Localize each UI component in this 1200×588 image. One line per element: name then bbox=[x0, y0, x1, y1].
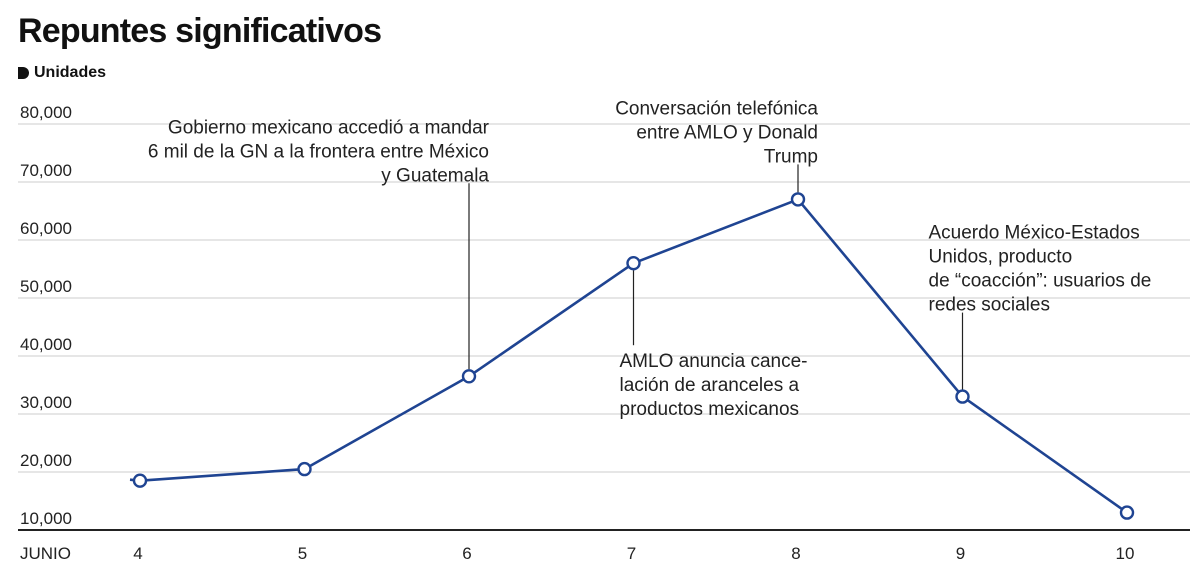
annotation-text: redes sociales bbox=[929, 295, 1050, 316]
y-tick-label: 30,000 bbox=[20, 393, 72, 412]
y-tick-label: 10,000 bbox=[20, 509, 72, 528]
annotation-text: Acuerdo México-Estados bbox=[929, 223, 1140, 244]
annotation-text: entre AMLO y Donald bbox=[636, 122, 818, 143]
data-point bbox=[955, 389, 970, 404]
chart-title: Repuntes significativos bbox=[18, 12, 382, 50]
data-point bbox=[626, 256, 641, 271]
x-tick-label: 4 bbox=[133, 544, 142, 563]
annotation-text: Conversación telefónica bbox=[615, 98, 818, 119]
x-tick-label: 5 bbox=[298, 544, 307, 563]
data-point bbox=[297, 461, 312, 477]
data-points bbox=[132, 192, 1135, 520]
units-text: Unidades bbox=[34, 64, 107, 81]
y-tick-label: 70,000 bbox=[20, 161, 72, 180]
data-point bbox=[132, 473, 148, 488]
x-tick-label: 6 bbox=[462, 544, 471, 563]
data-point bbox=[790, 192, 806, 207]
series-line bbox=[129, 198, 1128, 514]
y-tick-label: 20,000 bbox=[20, 451, 72, 470]
x-axis-ticks: 4 5 6 7 8 9 10 bbox=[133, 544, 1134, 563]
units-marker-icon bbox=[18, 67, 29, 79]
y-tick-label: 40,000 bbox=[20, 335, 72, 354]
data-point bbox=[1119, 505, 1135, 520]
x-tick-label: 7 bbox=[627, 544, 636, 563]
annotations: Gobierno mexicano accedió a mandar 6 mil … bbox=[148, 98, 1151, 420]
x-tick-label: 10 bbox=[1116, 544, 1135, 563]
annotation-text: Trump bbox=[764, 146, 818, 167]
annotation-text: AMLO anuncia cance- bbox=[620, 351, 808, 372]
units-label: Unidades bbox=[18, 64, 106, 82]
y-axis-ticks: 10,000 20,000 30,000 40,000 50,000 60,000 70,0… bbox=[20, 103, 72, 528]
x-tick-label: 9 bbox=[956, 544, 965, 563]
y-tick-label: 60,000 bbox=[20, 219, 72, 238]
gridlines bbox=[18, 123, 1190, 473]
annotation-text: y Guatemala bbox=[381, 165, 489, 186]
annotation-text: 6 mil de la GN a la frontera entre Méxic… bbox=[148, 141, 489, 162]
annotation-text: de “coacción”: usuarios de bbox=[929, 271, 1152, 292]
y-tick-label: 50,000 bbox=[20, 277, 72, 296]
x-axis-label: JUNIO bbox=[20, 544, 71, 563]
data-point bbox=[461, 369, 477, 384]
annotation-text: productos mexicanos bbox=[620, 399, 800, 420]
annotation-text: lación de aranceles a bbox=[620, 375, 800, 396]
y-tick-label: 80,000 bbox=[20, 103, 72, 122]
x-tick-label: 8 bbox=[791, 544, 800, 563]
annotation-text: Gobierno mexicano accedió a mandar bbox=[168, 117, 490, 138]
annotation-text: Unidos, producto bbox=[929, 247, 1073, 268]
